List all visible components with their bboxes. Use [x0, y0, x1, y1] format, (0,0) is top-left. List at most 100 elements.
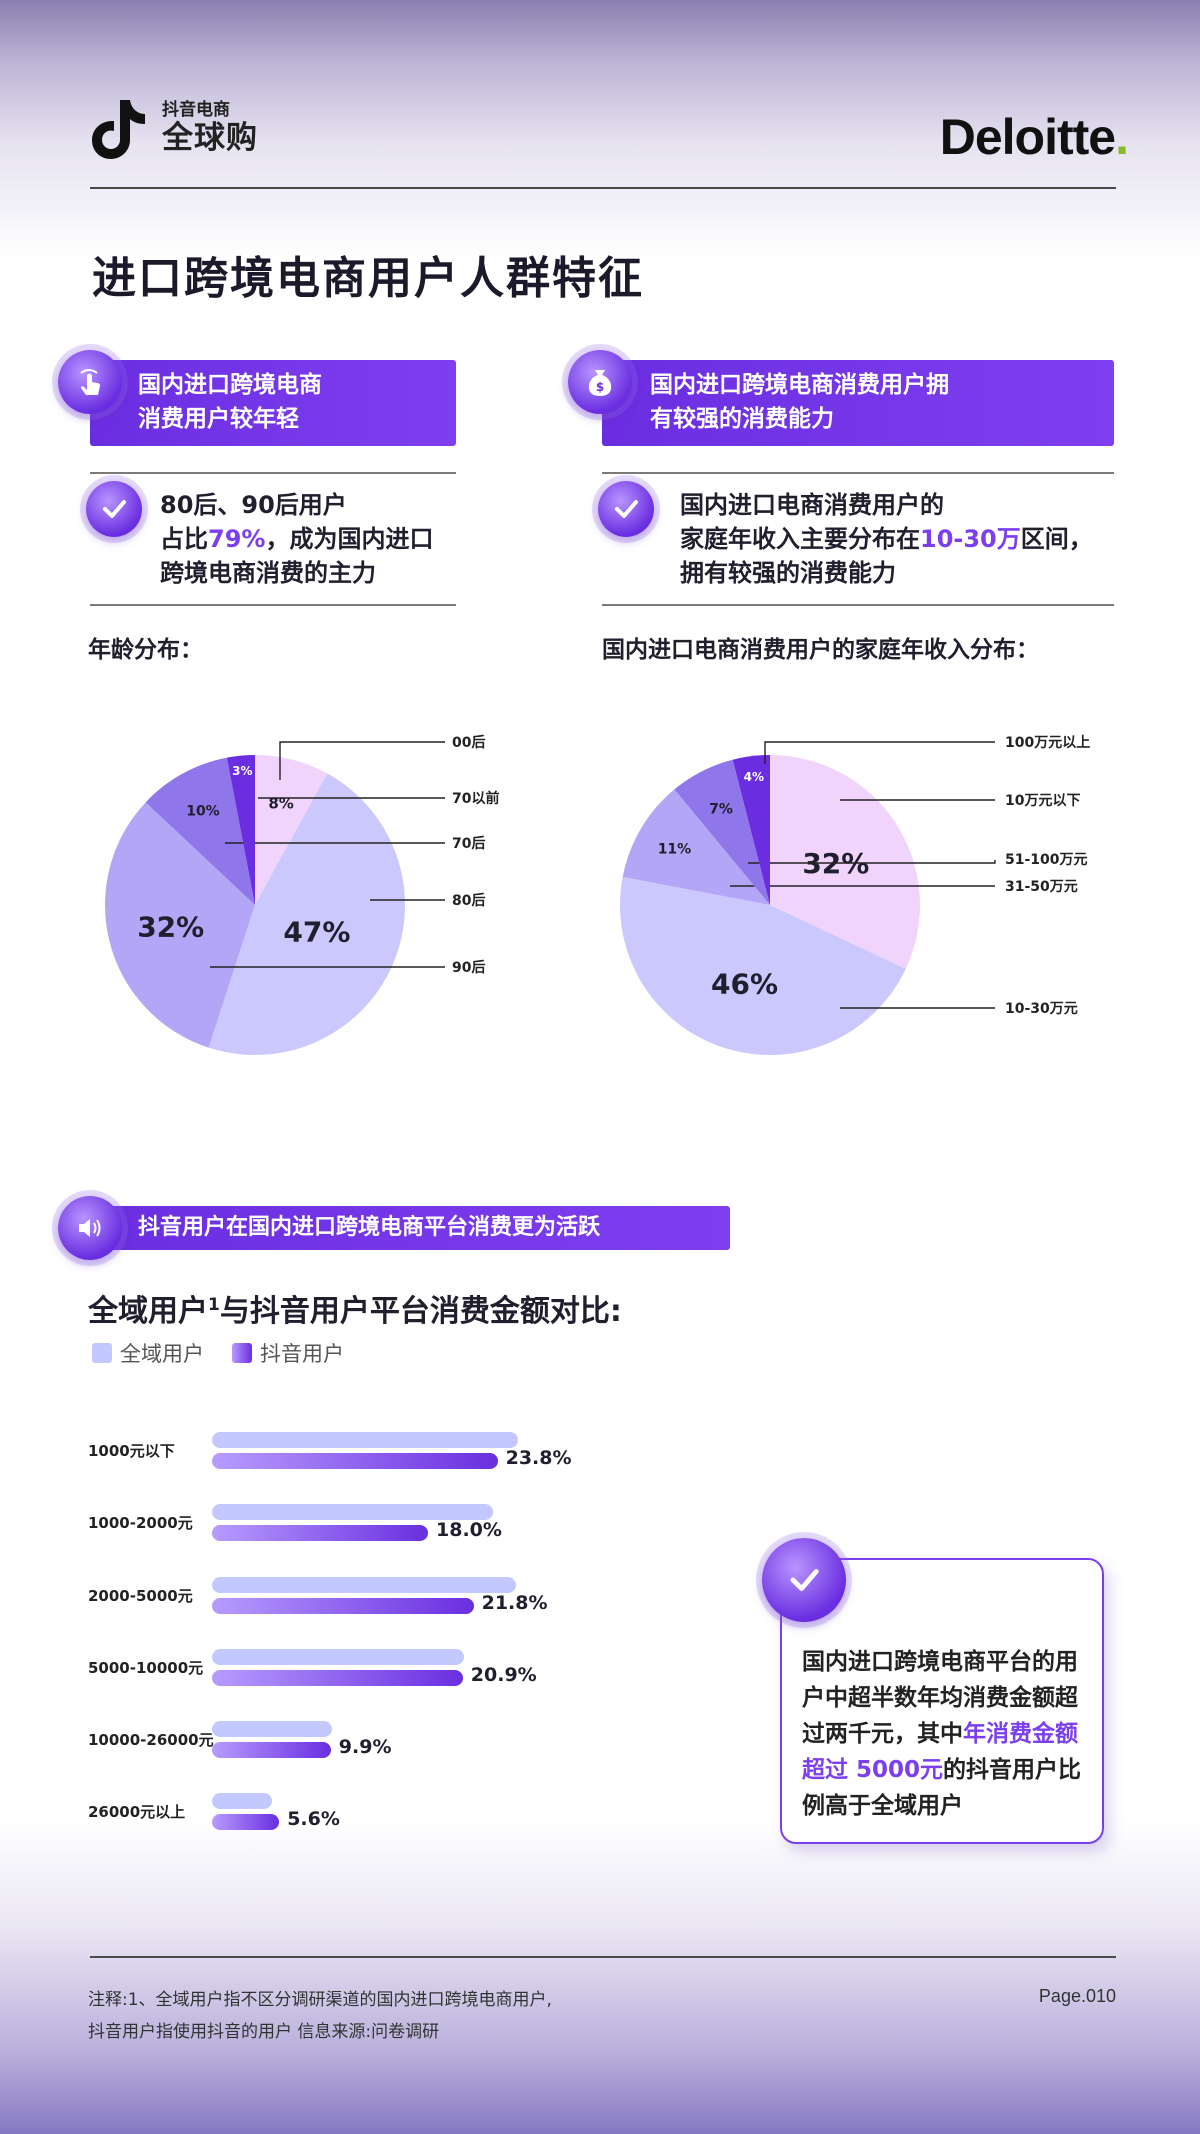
left-point-line2: 占比79%，成为国内进口 — [160, 525, 434, 553]
brand-main-label: 全球购 — [162, 120, 258, 156]
legend-item-douyin-users: 抖音用户 — [232, 1338, 344, 1368]
page-title: 进口跨境电商用户人群特征 — [92, 253, 644, 304]
bar-all-users — [212, 1432, 518, 1448]
bar-douyin-users — [212, 1525, 428, 1541]
footer-note: 注释:1、全域用户指不区分调研渠道的国内进口跨境电商用户, 抖音用户指使用抖音的… — [88, 1984, 552, 2048]
left-banner-line1: 国内进口跨境电商 — [138, 372, 322, 398]
bar-category-label: 26000元以上 — [88, 1803, 186, 1821]
pie-slice-2 — [622, 789, 770, 905]
header-divider — [90, 187, 1116, 189]
bar-value-label: 18.0% — [436, 1519, 502, 1541]
pie-value-label-2: 32% — [137, 910, 204, 943]
right-point-top-rule — [602, 472, 1114, 474]
pie-slice-4 — [226, 755, 255, 905]
brand-sub-label: 抖音电商 — [162, 100, 230, 120]
deloitte-dot: . — [1115, 109, 1129, 165]
left-point-line3: 跨境电商消费的主力 — [160, 559, 376, 587]
right-point-text: 国内进口电商消费用户的 家庭年收入主要分布在10-30万区间， 拥有较强的消费能… — [680, 488, 1093, 590]
legend-swatch-all — [92, 1343, 112, 1363]
pie-category-label-2: 90后 — [452, 959, 485, 976]
pie-category-label-1: 80后 — [452, 892, 485, 909]
right-point-line2: 家庭年收入主要分布在10-30万区间， — [680, 525, 1093, 553]
pie-value-label-2: 11% — [658, 841, 692, 857]
bar-category-label: 5000-10000元 — [88, 1659, 204, 1677]
deloitte-wordmark: Deloitte — [939, 109, 1116, 165]
left-point-top-rule — [90, 472, 456, 474]
pie-category-label-2: 31-50万元 — [1005, 879, 1078, 895]
right-banner-line2: 有较强的消费能力 — [650, 406, 834, 432]
deloitte-logo: Deloitte. — [939, 108, 1129, 166]
pie-slice-0 — [770, 755, 920, 969]
bar-douyin-users — [212, 1670, 463, 1686]
bar-category-label: 1000-2000元 — [88, 1514, 193, 1532]
header-background — [0, 0, 1200, 260]
tiktok-note-icon — [92, 100, 145, 159]
bottom-banner: 抖音用户在国内进口跨境电商平台消费更为活跃 — [90, 1206, 730, 1250]
pie-leader-line-0 — [279, 741, 445, 780]
bar-all-users — [212, 1504, 493, 1520]
legend-label-douyin: 抖音用户 — [260, 1342, 344, 1366]
legend-label-all: 全域用户 — [120, 1342, 204, 1366]
bar-category-label: 2000-5000元 — [88, 1587, 193, 1605]
pie-leader-line-3 — [748, 860, 996, 864]
bar-douyin-users — [212, 1742, 331, 1758]
legend-swatch-douyin — [232, 1343, 252, 1363]
left-point-line1: 80后、90后用户 — [160, 491, 347, 519]
age-pie-chart: 8% 00后 47% 80后 32% 90后 10% 70后 3% 70以前 — [104, 734, 499, 1055]
speaker-icon — [58, 1196, 122, 1260]
pie-value-label-3: 7% — [709, 802, 733, 818]
bar-value-label: 9.9% — [338, 1736, 392, 1758]
left-point-highlight: 79% — [208, 525, 266, 553]
bar-all-users — [212, 1649, 464, 1665]
pie-slice-4 — [732, 755, 770, 905]
right-point-line1: 国内进口电商消费用户的 — [680, 491, 944, 519]
pie-category-label-0: 00后 — [452, 734, 485, 751]
left-point-text: 80后、90后用户 占比79%，成为国内进口 跨境电商消费的主力 — [160, 488, 433, 590]
bar-value-label: 21.8% — [481, 1592, 548, 1614]
pie-value-label-0: 8% — [268, 795, 293, 813]
check-icon — [598, 481, 654, 537]
footer-background — [0, 1820, 1200, 2134]
bar-value-label: 20.9% — [470, 1664, 537, 1686]
pie-slice-2 — [104, 802, 255, 1048]
pie-value-label-3: 10% — [186, 803, 220, 819]
callout-text: 国内进口跨境电商平台的用户中超半数年均消费金额超过两千元，其中年消费金额超过 5… — [802, 1649, 1082, 1819]
pie-slice-3 — [674, 759, 770, 905]
pie-category-label-1: 10-30万元 — [1005, 1001, 1078, 1017]
insight-callout: 国内进口跨境电商平台的用户中超半数年均消费金额超过两千元，其中年消费金额超过 5… — [780, 1558, 1104, 1844]
right-banner: 国内进口跨境电商消费用户拥 有较强的消费能力 — [602, 360, 1114, 446]
right-banner-line1: 国内进口跨境电商消费用户拥 — [650, 372, 949, 398]
income-chart-label: 国内进口电商消费用户的家庭年收入分布： — [602, 637, 1039, 663]
pie-category-label-0: 10万元以下 — [1005, 793, 1080, 809]
pie-category-label-3: 70后 — [452, 835, 485, 852]
left-banner-line2: 消费用户较年轻 — [138, 406, 299, 432]
pie-category-label-4: 70以前 — [452, 790, 499, 807]
bar-value-label: 23.8% — [505, 1447, 572, 1469]
pie-slice-1 — [208, 773, 405, 1055]
footer-note-line1: 注释:1、全域用户指不区分调研渠道的国内进口跨境电商用户, — [88, 1990, 552, 2010]
bar-douyin-users — [212, 1453, 498, 1469]
pie-value-label-4: 4% — [744, 770, 764, 784]
right-point-line3: 拥有较强的消费能力 — [680, 559, 896, 587]
income-pie-chart: 32%10万元以下46%10-30万元11%31-50万元7%51-100万元4… — [620, 735, 1090, 1056]
footnote-marker: 1 — [208, 1295, 220, 1315]
age-chart-label: 年龄分布： — [88, 637, 203, 663]
hand-tap-icon — [58, 350, 122, 414]
right-point-bottom-rule — [602, 604, 1114, 606]
bar-all-users — [212, 1793, 272, 1809]
pie-category-label-4: 100万元以上 — [1005, 735, 1090, 751]
bar-category-label: 10000-26000元 — [88, 1731, 214, 1749]
bar-all-users — [212, 1577, 516, 1593]
douyin-global-logo: 抖音电商 全球购 — [90, 96, 258, 160]
pie-leader-line-4 — [764, 741, 995, 764]
pie-value-label-4: 3% — [232, 764, 252, 778]
right-point-highlight: 10-30万 — [920, 525, 1021, 553]
callout-highlight: 年消费金额超过 5000元 — [802, 1721, 1078, 1783]
pie-slice-3 — [145, 757, 255, 905]
pie-slice-0 — [255, 755, 328, 905]
money-bag-icon: $ — [568, 350, 632, 414]
left-banner: 国内进口跨境电商 消费用户较年轻 — [90, 360, 456, 446]
pie-value-label-1: 46% — [711, 967, 778, 1000]
bar-chart-legend: 全域用户 抖音用户 — [92, 1338, 344, 1368]
svg-text:$: $ — [596, 380, 604, 394]
